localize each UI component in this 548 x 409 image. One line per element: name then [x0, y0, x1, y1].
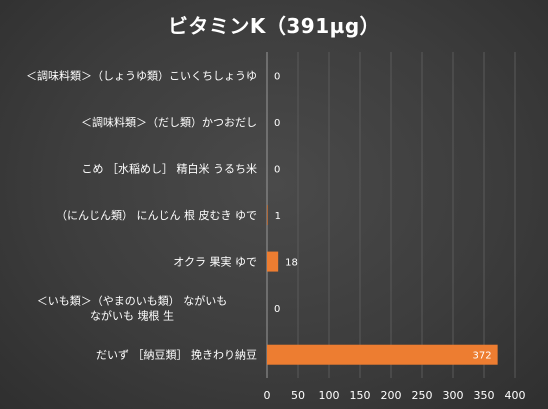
category-label: こめ ［水稲めし］ 精白米 うるち米: [82, 161, 258, 175]
x-tick-label: 400: [505, 389, 526, 402]
x-tick-label: 50: [291, 389, 305, 402]
category-label: ＜調味料類＞（だし類）かつおだし: [81, 115, 257, 129]
x-tick-label: 300: [443, 389, 464, 402]
data-label: 0: [274, 304, 280, 315]
bar: [267, 344, 498, 365]
x-tick-label: 100: [319, 389, 340, 402]
category-label: ＜いも類＞（やまのいも類） ながいもながいも 塊根 生: [37, 294, 228, 323]
data-label: 0: [274, 118, 280, 129]
x-tick-label: 200: [381, 389, 402, 402]
chart-title: ビタミンK（391µg）: [167, 14, 381, 38]
bar: [267, 205, 268, 225]
data-label: 1: [275, 211, 281, 222]
bar: [267, 251, 279, 272]
x-tick-label: 150: [350, 389, 371, 402]
data-label: 0: [274, 71, 280, 82]
x-tick-label: 0: [264, 389, 271, 402]
category-label: （にんじん類） にんじん 根 皮むき ゆで: [56, 208, 257, 222]
category-label: だいず ［納豆類］ 挽きわり納豆: [96, 348, 257, 362]
x-tick-label: 250: [412, 389, 433, 402]
category-label: オクラ 果実 ゆで: [173, 255, 257, 269]
data-label: 372: [473, 351, 492, 362]
data-label: 18: [285, 258, 298, 269]
data-label: 0: [274, 164, 280, 175]
category-label: ＜調味料類＞（しょうゆ類）こいくちしょうゆ: [26, 68, 257, 82]
x-tick-label: 350: [474, 389, 495, 402]
